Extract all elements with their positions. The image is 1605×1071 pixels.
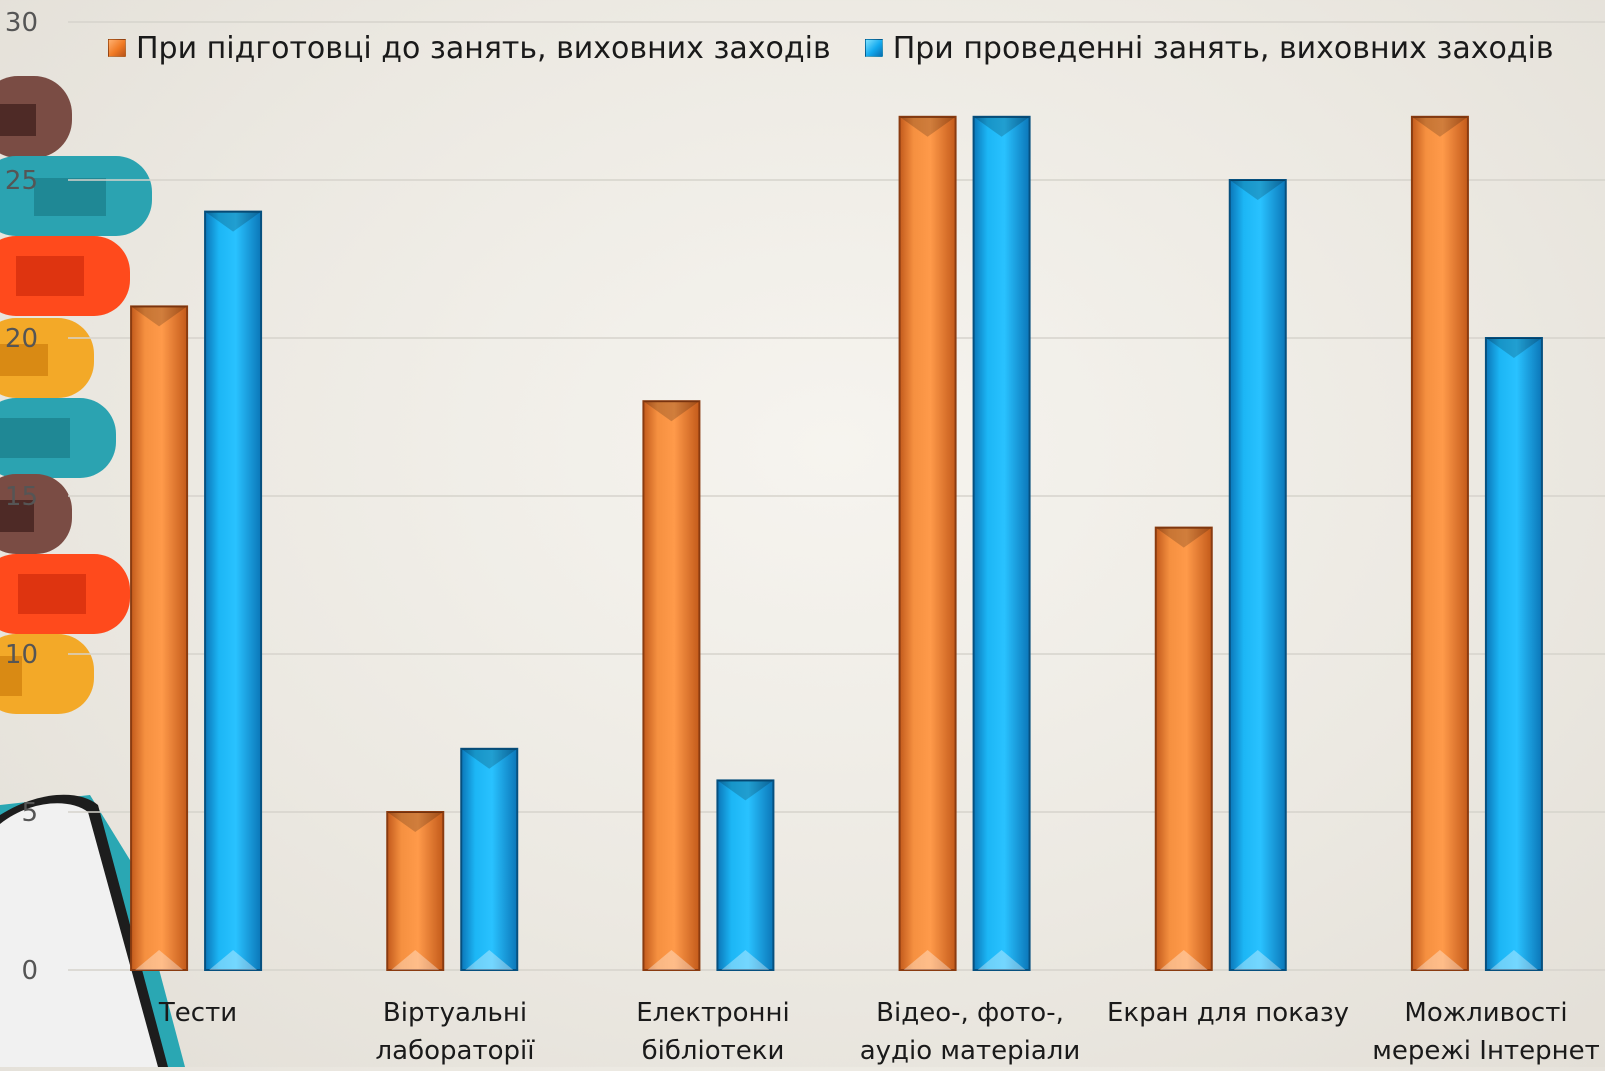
bar-preparation bbox=[130, 305, 189, 971]
category-label: Електронні бібліотеки bbox=[636, 998, 790, 1066]
bar-conducting bbox=[972, 115, 1031, 972]
legend: При підготовці до занять, виховних заход… bbox=[108, 26, 1588, 70]
bar-preparation bbox=[898, 115, 957, 972]
bar-conducting bbox=[1228, 179, 1287, 971]
category-label: Віртуальні лабораторії bbox=[375, 998, 535, 1066]
bar-preparation bbox=[386, 811, 445, 971]
bar-preparation bbox=[1410, 115, 1469, 972]
bar-preparation bbox=[642, 400, 701, 971]
y-tick-label: 0 bbox=[21, 956, 38, 986]
bar-conducting bbox=[1484, 337, 1543, 971]
y-tick-label: 25 bbox=[5, 166, 38, 196]
category-label: Екран для показу bbox=[1106, 998, 1350, 1028]
category-label: Тести bbox=[158, 998, 238, 1028]
gridlines bbox=[68, 21, 1605, 971]
legend-label-preparation: При підготовці до занять, виховних заход… bbox=[136, 30, 831, 66]
y-tick-label: 20 bbox=[5, 324, 38, 354]
decorative-book-stack-illustration bbox=[0, 76, 152, 714]
bar-preparation bbox=[1154, 526, 1213, 971]
bars bbox=[130, 115, 1543, 972]
legend-swatch-orange bbox=[108, 39, 126, 57]
y-tick-label: 15 bbox=[5, 482, 38, 512]
bar-conducting bbox=[460, 747, 519, 971]
y-axis-tick-labels: 0 5 10 15 20 25 30 bbox=[5, 8, 38, 986]
legend-swatch-blue bbox=[864, 39, 883, 57]
bar-conducting bbox=[716, 779, 775, 972]
legend-item-preparation: При підготовці до занять, виховних заход… bbox=[108, 31, 831, 66]
decorative-tablet-illustration bbox=[0, 794, 185, 1067]
y-tick-label: 5 bbox=[21, 798, 38, 828]
bar-conducting bbox=[204, 210, 263, 972]
y-tick-label: 30 bbox=[5, 8, 38, 38]
category-label: Можливості мережі Інтернет bbox=[1372, 998, 1600, 1066]
category-label: Відео-, фото-, аудіо матеріали bbox=[859, 998, 1081, 1066]
legend-item-conducting: При проведенні занять, виховних заходів bbox=[864, 30, 1554, 66]
y-tick-label: 10 bbox=[5, 640, 38, 670]
legend-label-conducting: При проведенні занять, виховних заходів bbox=[892, 30, 1554, 66]
